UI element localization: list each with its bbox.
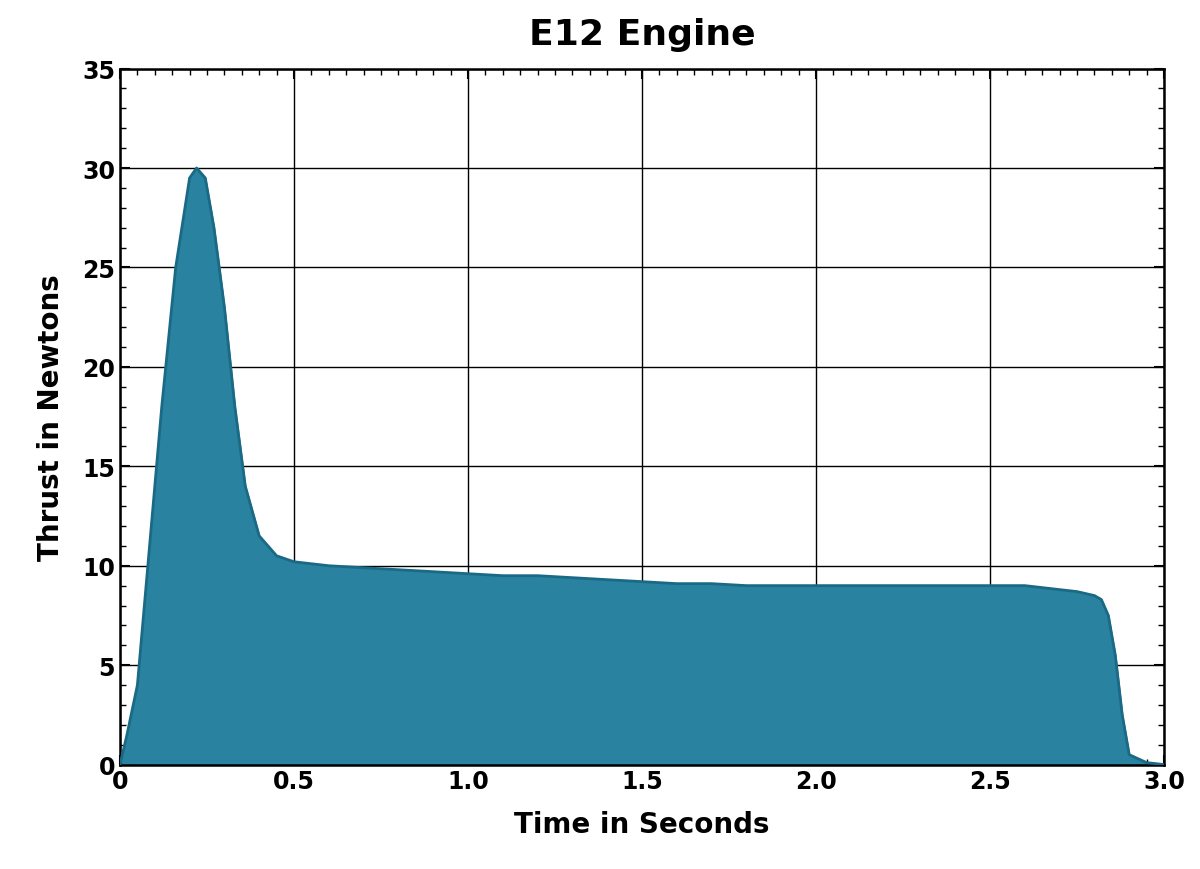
X-axis label: Time in Seconds: Time in Seconds: [515, 810, 769, 839]
Title: E12 Engine: E12 Engine: [529, 17, 755, 51]
Y-axis label: Thrust in Newtons: Thrust in Newtons: [37, 274, 66, 561]
